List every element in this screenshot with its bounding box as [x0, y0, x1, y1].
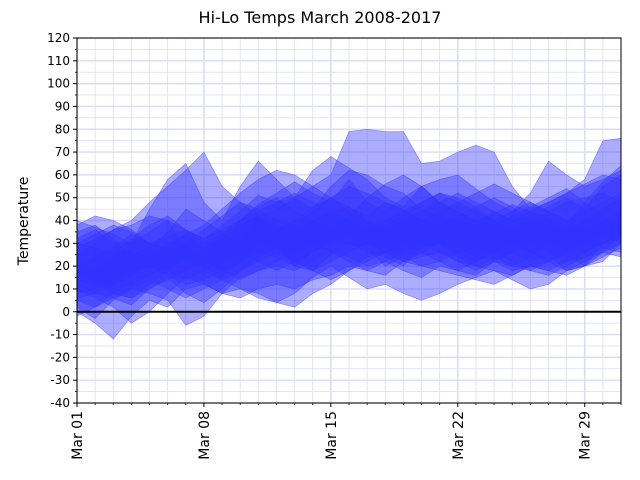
x-tick-label: Mar 01 — [70, 411, 86, 460]
y-tick-label: 110 — [47, 54, 70, 68]
y-tick-label: 60 — [55, 168, 70, 182]
x-tick-label: Mar 15 — [324, 411, 340, 460]
x-tick-label: Mar 29 — [578, 411, 594, 460]
chart-title: Hi-Lo Temps March 2008-2017 — [199, 8, 442, 27]
y-tick-label: -30 — [50, 373, 70, 387]
axes: -40 -30 -20 -10 0 10 20 30 40 50 60 70 80 90 100 110 120… — [47, 31, 622, 460]
y-tick-label: 70 — [55, 145, 70, 159]
y-tick-label: 120 — [47, 31, 70, 45]
y-tick-label: 40 — [55, 214, 70, 228]
y-tick-label: 80 — [55, 122, 70, 136]
x-tick-label: Mar 22 — [451, 411, 467, 460]
y-tick-label: 90 — [55, 99, 70, 113]
y-tick-label: -40 — [50, 396, 70, 410]
y-tick-label: -10 — [50, 328, 70, 342]
y-tick-label: 30 — [55, 236, 70, 250]
y-tick-label: 50 — [55, 191, 70, 205]
y-axis-label: Temperature — [16, 177, 32, 267]
y-tick-label: -20 — [50, 350, 70, 364]
y-tick-label: 100 — [47, 77, 70, 91]
y-tick-label: 10 — [55, 282, 70, 296]
temperature-bands — [76, 128, 622, 340]
x-tick-label: Mar 08 — [197, 411, 213, 460]
y-tick-label: 0 — [62, 305, 70, 319]
y-tick-label: 20 — [55, 259, 70, 273]
